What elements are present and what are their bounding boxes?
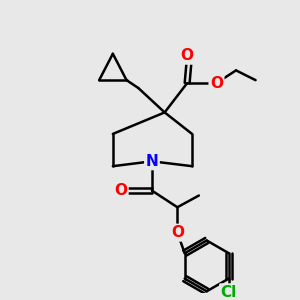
Text: Cl: Cl xyxy=(220,285,237,300)
Text: N: N xyxy=(146,154,158,169)
Text: O: O xyxy=(171,225,184,240)
Text: O: O xyxy=(210,76,223,91)
Text: O: O xyxy=(114,183,127,198)
Text: O: O xyxy=(181,48,194,63)
